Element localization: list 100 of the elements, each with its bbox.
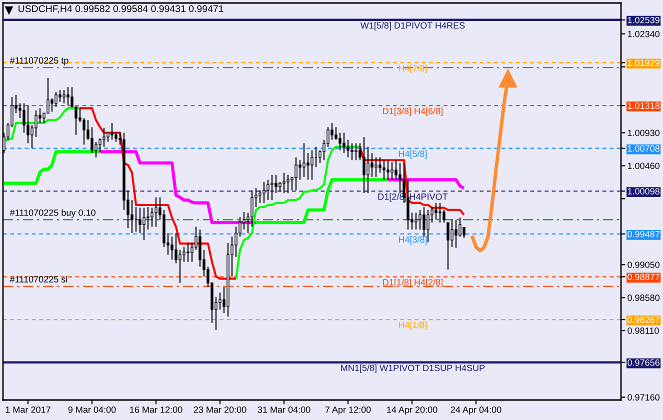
x-tick-label: 16 Mar 12:00 bbox=[130, 406, 182, 413]
ref-line-label: H4[3/8] bbox=[398, 236, 427, 244]
y-tick-label: 1.02340 bbox=[628, 30, 660, 38]
candlestick bbox=[22, 102, 26, 134]
y-tick-label: 1.01318 bbox=[628, 102, 660, 109]
candlestick bbox=[54, 92, 58, 108]
candlestick bbox=[306, 152, 310, 180]
candlestick bbox=[250, 190, 254, 228]
candlestick bbox=[302, 142, 306, 178]
candlestick bbox=[98, 138, 102, 152]
ref-line-label: D1[3/8] H4[6/8] bbox=[383, 108, 442, 116]
candlestick bbox=[178, 249, 182, 284]
candlestick bbox=[418, 209, 422, 230]
candlestick bbox=[102, 127, 106, 148]
x-tick-label: 14 Apr 20:00 bbox=[387, 406, 438, 415]
y-tick-label: 1.01929 bbox=[628, 60, 660, 66]
candlestick bbox=[90, 126, 94, 154]
candlestick bbox=[170, 236, 174, 260]
x-tick-label: 9 Mar 04:00 bbox=[68, 406, 116, 413]
candlestick bbox=[50, 98, 54, 112]
ref-line-label: #111070225 sl bbox=[10, 276, 68, 283]
x-tick-label: 7 Apr 12:00 bbox=[325, 406, 371, 415]
candlestick bbox=[154, 196, 158, 228]
candlestick bbox=[294, 156, 298, 191]
y-tick-label: 0.99487 bbox=[628, 230, 660, 238]
candlestick bbox=[130, 200, 134, 234]
candlestick bbox=[390, 162, 394, 180]
candlestick bbox=[350, 142, 354, 161]
candlestick bbox=[34, 110, 38, 138]
candlestick bbox=[346, 139, 350, 158]
chart-title: USDCHF,H4 0.99582 0.99584 0.99431 0.99471 bbox=[18, 5, 224, 14]
candlestick bbox=[142, 207, 146, 241]
y-tick-label: 0.97160 bbox=[628, 394, 660, 401]
candlestick bbox=[278, 181, 282, 192]
x-tick-label: 23 Mar 20:00 bbox=[194, 406, 246, 413]
ref-line-label: H4[1/8] bbox=[398, 322, 427, 330]
candlestick bbox=[426, 209, 430, 243]
ref-line-label: #111070225 buy 0.10 bbox=[10, 209, 96, 218]
candlestick bbox=[110, 122, 114, 140]
candlestick bbox=[382, 160, 386, 180]
candlestick bbox=[378, 156, 382, 174]
candlestick bbox=[330, 122, 334, 140]
candlestick bbox=[82, 117, 86, 146]
candlestick bbox=[270, 174, 274, 201]
candlestick bbox=[274, 174, 278, 194]
candlestick bbox=[394, 160, 398, 180]
candlestick bbox=[262, 181, 266, 204]
candlestick bbox=[438, 202, 442, 224]
candlestick bbox=[446, 222, 450, 270]
candlestick bbox=[338, 132, 342, 151]
candlestick bbox=[310, 150, 314, 180]
candlestick bbox=[94, 141, 98, 158]
y-tick-label: 1.00098 bbox=[628, 188, 660, 194]
candlestick bbox=[386, 160, 390, 180]
candlestick bbox=[462, 226, 466, 238]
candlestick bbox=[374, 156, 378, 178]
candlestick bbox=[450, 219, 454, 248]
x-tick-label: 24 Apr 04:00 bbox=[450, 406, 502, 415]
candlestick bbox=[114, 132, 118, 142]
candlestick bbox=[234, 226, 238, 258]
y-tick-label: 0.98877 bbox=[628, 274, 660, 280]
candlestick bbox=[282, 172, 286, 194]
candlestick bbox=[334, 126, 338, 140]
candlestick bbox=[62, 89, 66, 104]
candlestick bbox=[434, 202, 438, 220]
y-tick-label: 1.02539 bbox=[628, 16, 660, 24]
y-tick-label: 1.00460 bbox=[628, 162, 660, 170]
y-tick-label: 0.99050 bbox=[628, 262, 660, 268]
candlestick bbox=[146, 206, 150, 230]
candlestick bbox=[186, 242, 190, 262]
x-tick-label: 1 Mar 2017 bbox=[6, 406, 50, 413]
ref-line-label: D1[1/8] H4[2/8] bbox=[383, 278, 442, 288]
candlestick bbox=[298, 160, 302, 180]
x-tick-label: 31 Mar 04:00 bbox=[258, 406, 310, 413]
candlestick bbox=[106, 132, 110, 142]
candlestick bbox=[454, 219, 458, 248]
ref-line-label: W1[5/8] D1PIVOT H4RES bbox=[360, 22, 465, 30]
ref-line-label: H4[7/8] bbox=[398, 64, 427, 74]
candlestick bbox=[366, 146, 370, 194]
candlestick bbox=[58, 89, 62, 102]
candlestick bbox=[266, 179, 270, 201]
candlestick bbox=[458, 217, 462, 238]
candlestick bbox=[354, 142, 358, 161]
y-tick-label: 0.98580 bbox=[628, 294, 660, 301]
candlestick bbox=[198, 229, 202, 268]
ref-line-label: MN1[5/8] W1PIVOT D1SUP H4SUP bbox=[341, 364, 485, 373]
candlestick bbox=[406, 179, 410, 230]
candlestick bbox=[286, 174, 290, 194]
ref-line-label: H4[5/8] bbox=[398, 150, 427, 159]
candlestick bbox=[442, 209, 446, 224]
candlestick bbox=[370, 152, 374, 178]
y-tick-label: 0.98110 bbox=[628, 328, 659, 334]
candlestick bbox=[66, 86, 70, 106]
candlestick bbox=[138, 207, 142, 234]
candlestick bbox=[414, 212, 418, 230]
candlestick bbox=[174, 232, 178, 264]
candlestick bbox=[242, 211, 246, 230]
candlestick bbox=[398, 162, 402, 194]
y-tick-label: 0.98267 bbox=[628, 316, 660, 323]
candlestick bbox=[422, 206, 426, 238]
